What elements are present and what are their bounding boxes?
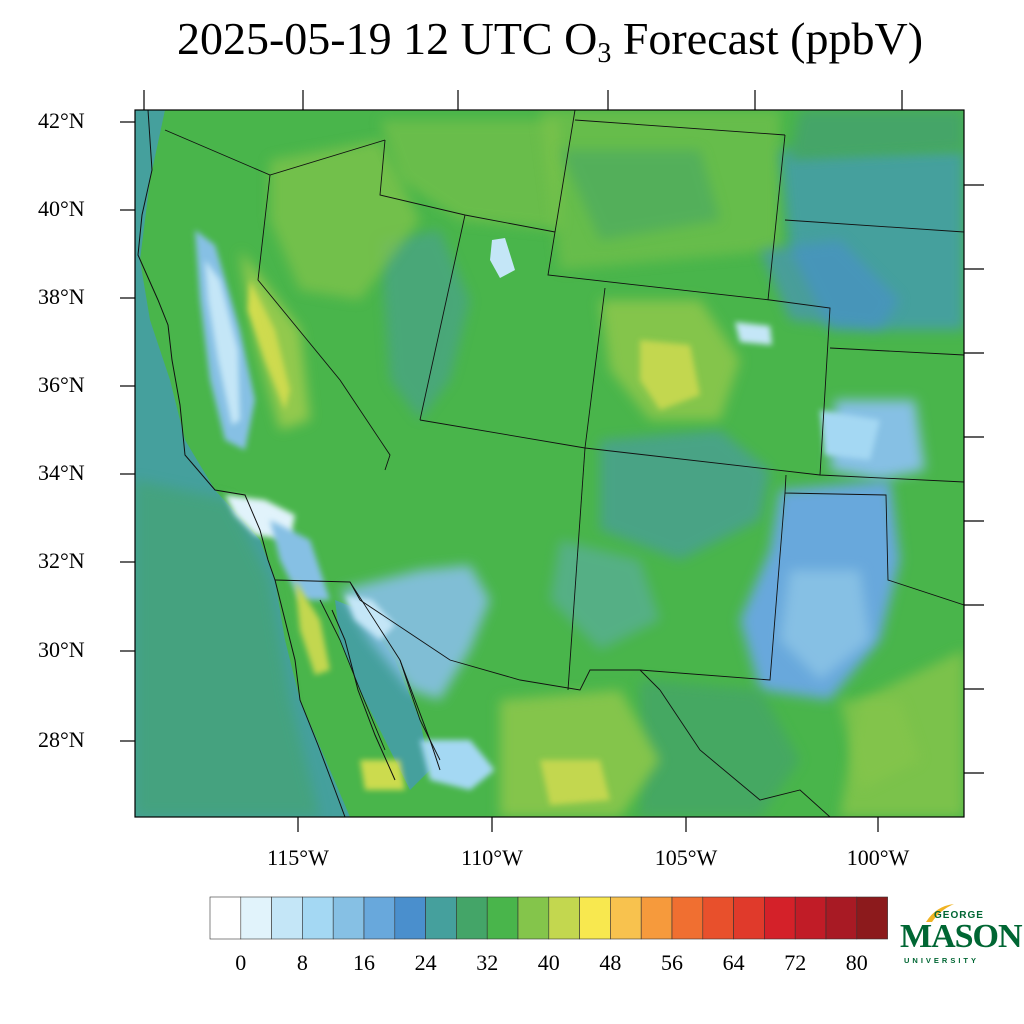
colorbar-tick-label-72: 72 xyxy=(784,950,807,975)
colorbar-swatch-11 xyxy=(548,896,580,940)
colorbar-swatch-14 xyxy=(640,896,673,940)
gmu-logo-line2: MASON xyxy=(900,918,1023,955)
colorbar-tick-label-56: 56 xyxy=(661,950,683,975)
lon-label-100w: 100°W xyxy=(846,845,910,870)
colorbar-swatch-15 xyxy=(671,896,704,940)
colorbar-swatch-8 xyxy=(456,896,488,940)
colorbar-swatch-2 xyxy=(271,896,303,940)
colorbar-swatch-4 xyxy=(332,896,365,940)
lat-label-36n: 36°N xyxy=(38,372,85,397)
colorbar-swatch-13 xyxy=(610,896,642,940)
colorbar-swatch-1 xyxy=(240,896,272,940)
colorbar-swatch-10 xyxy=(517,896,550,940)
colorbar-swatch-12 xyxy=(579,896,611,940)
colorbar-swatch-19 xyxy=(794,896,827,940)
lat-label-40n: 40°N xyxy=(38,196,85,221)
colorbar-swatch-3 xyxy=(302,896,334,940)
colorbar-swatch-5 xyxy=(363,896,396,940)
concentration-field xyxy=(135,110,964,817)
figure-title: 2025-05-19 12 UTC O3 Forecast (ppbV) xyxy=(176,13,924,69)
colorbar-tick-label-8: 8 xyxy=(296,950,308,975)
colorbar-swatch-21 xyxy=(856,896,888,940)
colorbar-swatch-6 xyxy=(394,896,426,940)
lat-label-28n: 28°N xyxy=(38,727,85,752)
colorbar-tick-label-32: 32 xyxy=(476,950,499,975)
colorbar-tick-label-24: 24 xyxy=(414,950,437,975)
colorbar-swatch-0 xyxy=(209,896,242,940)
colorbar-tick-label-0: 0 xyxy=(235,950,247,975)
lon-label-115w: 115°W xyxy=(267,845,329,870)
gmu-logo-line1: GEORGE xyxy=(934,910,984,921)
lat-label-32n: 32°N xyxy=(38,548,85,573)
lon-label-105w: 105°W xyxy=(654,845,718,870)
colorbar-tick-label-80: 80 xyxy=(845,950,868,975)
colorbar xyxy=(209,896,888,940)
lat-label-34n: 34°N xyxy=(38,460,85,485)
lat-label-38n: 38°N xyxy=(38,284,85,309)
colorbar-tick-label-40: 40 xyxy=(537,950,560,975)
state-boundaries xyxy=(164,110,964,817)
lon-label-110w: 110°W xyxy=(461,845,523,870)
colorbar-swatch-20 xyxy=(825,896,858,940)
colorbar-tick-label-48: 48 xyxy=(599,950,622,975)
colorbar-swatch-16 xyxy=(702,896,734,940)
map-frame xyxy=(134,109,965,818)
gmu-logo: GEORGE MASON UNIVERSITY xyxy=(896,900,1023,970)
lat-label-30n: 30°N xyxy=(38,637,85,662)
coastline xyxy=(137,110,441,817)
colorbar-tick-label-16: 16 xyxy=(353,950,375,975)
colorbar-swatch-9 xyxy=(486,896,519,940)
colorbar-tick-label-64: 64 xyxy=(722,950,745,975)
gmu-logo-swoosh xyxy=(926,904,954,922)
colorbar-swatch-7 xyxy=(425,896,457,940)
gmu-logo-line3: UNIVERSITY xyxy=(904,956,980,965)
colorbar-swatch-17 xyxy=(733,896,765,940)
colorbar-swatch-18 xyxy=(764,896,796,940)
lat-label-42n: 42°N xyxy=(38,108,85,133)
axis-ticks xyxy=(120,90,984,832)
